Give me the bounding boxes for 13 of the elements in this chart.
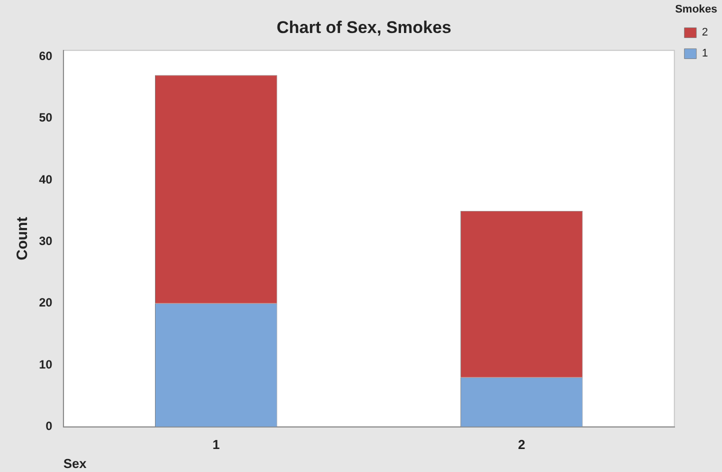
y-tick-label: 20 — [38, 296, 53, 310]
x-axis-title: Sex — [63, 456, 88, 471]
y-tick-label: 30 — [38, 234, 53, 248]
y-tick-label: 60 — [38, 48, 53, 63]
y-tick-label: 10 — [38, 357, 53, 372]
legend-label: 1 — [702, 48, 708, 60]
legend-title: Smokes — [675, 4, 718, 16]
y-tick-label: 50 — [38, 110, 53, 125]
y-tick-label: 40 — [38, 172, 53, 186]
y-axis-title: Count — [14, 216, 32, 260]
y-tick-label: 0 — [46, 419, 53, 434]
legend-label: 2 — [702, 26, 708, 39]
chart-title: Chart of Sex, Smokes — [276, 18, 452, 37]
